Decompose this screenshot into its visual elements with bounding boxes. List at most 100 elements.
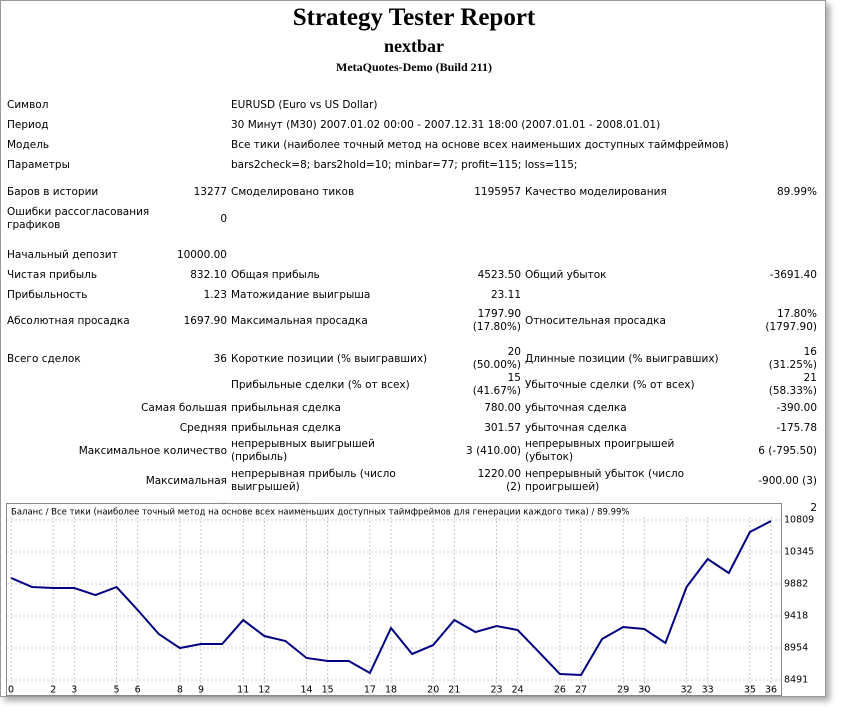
stats-cell: Чистая прибыль bbox=[7, 268, 98, 281]
stats-cell: 6 (-795.50) bbox=[758, 444, 817, 457]
stats-cell: 780.00 bbox=[484, 401, 521, 414]
stats-cell: Ошибки рассогласования графиков bbox=[7, 206, 150, 231]
stats-cell: 17.80% (1797.90) bbox=[765, 308, 817, 333]
empty-cell bbox=[229, 202, 459, 236]
stats-cell: 10000.00 bbox=[176, 248, 227, 261]
y-tick-label: 10809 bbox=[784, 515, 814, 526]
x-tick-label: 15 bbox=[322, 685, 334, 696]
stats-cell: 23.11 bbox=[490, 288, 521, 301]
x-tick-label: 24 bbox=[512, 685, 524, 696]
x-tick-label: 14 bbox=[301, 685, 313, 696]
x-tick-label: 8 bbox=[177, 685, 183, 696]
empty-cell bbox=[523, 245, 753, 265]
spacer bbox=[5, 337, 819, 346]
empty-cell bbox=[5, 372, 167, 398]
expert-name: nextbar bbox=[384, 36, 444, 56]
stats-row: Средняя прибыльная сделка 301.57 убыточная … bbox=[5, 418, 819, 438]
stats-row: Абсолютная просадка 1697.90 Максимальная п… bbox=[5, 305, 819, 337]
stats-row: Максимальная непрерывная прибыль (число в… bbox=[5, 464, 819, 498]
stats-row: Прибыльность 1.23 Матожидание выигрыша 23.1… bbox=[5, 285, 819, 305]
y-tick-label: 9418 bbox=[784, 611, 808, 622]
y-tick-label: 10345 bbox=[784, 547, 814, 558]
stats-cell: 13277 bbox=[193, 185, 227, 198]
stats-cell: Символ bbox=[7, 98, 49, 111]
stats-cell: -390.00 bbox=[776, 401, 817, 414]
stats-row: Всего сделок 36 Короткие позиции (% выигра… bbox=[5, 346, 819, 372]
stats-cell: Короткие позиции (% выигравших) bbox=[231, 352, 428, 365]
x-tick-label: 11 bbox=[237, 685, 249, 696]
stats-cell: bars2check=8; bars2hold=10; minbar=77; p… bbox=[231, 158, 578, 171]
spacer bbox=[5, 175, 819, 182]
stats-cell: непрерывный убыток (число проигрышей) bbox=[523, 464, 753, 498]
build-info: MetaQuotes-Demo (Build 211) bbox=[336, 60, 492, 74]
stats-cell: -175.78 bbox=[776, 421, 817, 434]
stats-cell: Самая большая bbox=[141, 401, 227, 414]
stats-cell: непрерывных проигрышей (убыток) bbox=[523, 438, 753, 464]
x-tick-label: 36 bbox=[765, 685, 777, 696]
stats-cell: EURUSD (Euro vs US Dollar) bbox=[231, 98, 378, 111]
x-tick-label: 6 bbox=[135, 685, 141, 696]
stats-row: Ошибки рассогласования графиков 0 bbox=[5, 202, 819, 236]
x-tick-label: 29 bbox=[617, 685, 629, 696]
stats-cell: непрерывная прибыль (число выигрышей) bbox=[229, 464, 459, 498]
stats-cell: Максимальная bbox=[145, 474, 227, 487]
stats-row: Начальный депозит 10000.00 bbox=[5, 245, 819, 265]
stats-cell: непрерывных выигрышей (прибыль) bbox=[229, 438, 459, 464]
cell-text: непрерывный убыток (число проигрышей) bbox=[525, 468, 685, 493]
stats-cell: 16 (31.25%) bbox=[768, 346, 817, 371]
balance-line bbox=[10, 520, 772, 677]
stats-cell: 1195957 bbox=[474, 185, 521, 198]
report-title: Strategy Tester Report bbox=[292, 4, 536, 31]
stats-cell: 89.99% bbox=[776, 185, 817, 198]
stats-cell: Длинные позиции (% выигравших) bbox=[525, 352, 719, 365]
stats-cell: убыточная сделка bbox=[523, 418, 753, 438]
stats-cell: 301.57 bbox=[484, 421, 521, 434]
stats-cell: Модель bbox=[7, 138, 50, 151]
cell-text: непрерывная прибыль (число выигрышей) bbox=[231, 468, 396, 493]
cell-text: убыточная сделка bbox=[525, 421, 627, 434]
stats-cell: Всего сделок bbox=[7, 352, 81, 365]
stats-cell: 832.10 bbox=[190, 268, 227, 281]
empty-cell bbox=[167, 115, 229, 135]
stats-row: Период 30 Минут (M30) 2007.01.02 00:00 - … bbox=[5, 115, 819, 135]
stats-cell: 20 (50.00%) bbox=[472, 346, 521, 371]
cell-text: прибыльная сделка bbox=[231, 421, 341, 434]
empty-cell bbox=[167, 135, 229, 155]
empty-cell bbox=[459, 202, 523, 236]
cell-text: убыточная сделка bbox=[525, 401, 627, 414]
stats-cell: 3 (410.00) bbox=[466, 444, 521, 457]
stats-cell: Прибыльные сделки (% от всех) bbox=[231, 378, 410, 391]
empty-cell bbox=[753, 285, 819, 305]
y-tick-label: 8491 bbox=[784, 675, 808, 686]
x-tick-label: 35 bbox=[744, 685, 756, 696]
stats-cell: прибыльная сделка bbox=[229, 398, 459, 418]
stats-cell: Относительная просадка bbox=[525, 314, 666, 327]
stats-cell: Начальный депозит bbox=[7, 248, 118, 261]
y-tick-label: 8954 bbox=[784, 643, 808, 654]
stats-cell: 1697.90 bbox=[183, 314, 227, 327]
stats-cell: Период bbox=[7, 118, 49, 131]
x-tick-label: 5 bbox=[114, 685, 120, 696]
stats-cell: 1.23 bbox=[203, 288, 227, 301]
stats-row: Прибыльные сделки (% от всех) 15 (41.67%)… bbox=[5, 372, 819, 398]
x-tick-label: 3 bbox=[71, 685, 77, 696]
stats-cell: Баров в истории bbox=[7, 185, 99, 198]
x-tick-label: 30 bbox=[638, 685, 650, 696]
empty-cell bbox=[459, 245, 523, 265]
stats-cell: 2 bbox=[810, 501, 817, 514]
stats-cell: Абсолютная просадка bbox=[7, 314, 130, 327]
x-tick-label: 17 bbox=[364, 685, 376, 696]
cell-text: непрерывных проигрышей (убыток) bbox=[525, 438, 675, 463]
x-tick-label: 12 bbox=[258, 685, 270, 696]
empty-cell bbox=[229, 245, 459, 265]
x-tick-label: 0 bbox=[8, 685, 14, 696]
x-tick-label: 32 bbox=[681, 685, 693, 696]
stats-row: Символ EURUSD (Euro vs US Dollar) bbox=[5, 95, 819, 115]
stats-cell: Убыточные сделки (% от всех) bbox=[525, 378, 695, 391]
stats-cell: Максимальное количество bbox=[78, 444, 227, 457]
stats-cell: 1220.00 (2) bbox=[477, 468, 521, 493]
stats-cell: Параметры bbox=[7, 158, 70, 171]
empty-cell bbox=[167, 95, 229, 115]
balance-chart: Баланс / Все тики (наиболее точный метод… bbox=[6, 503, 814, 696]
